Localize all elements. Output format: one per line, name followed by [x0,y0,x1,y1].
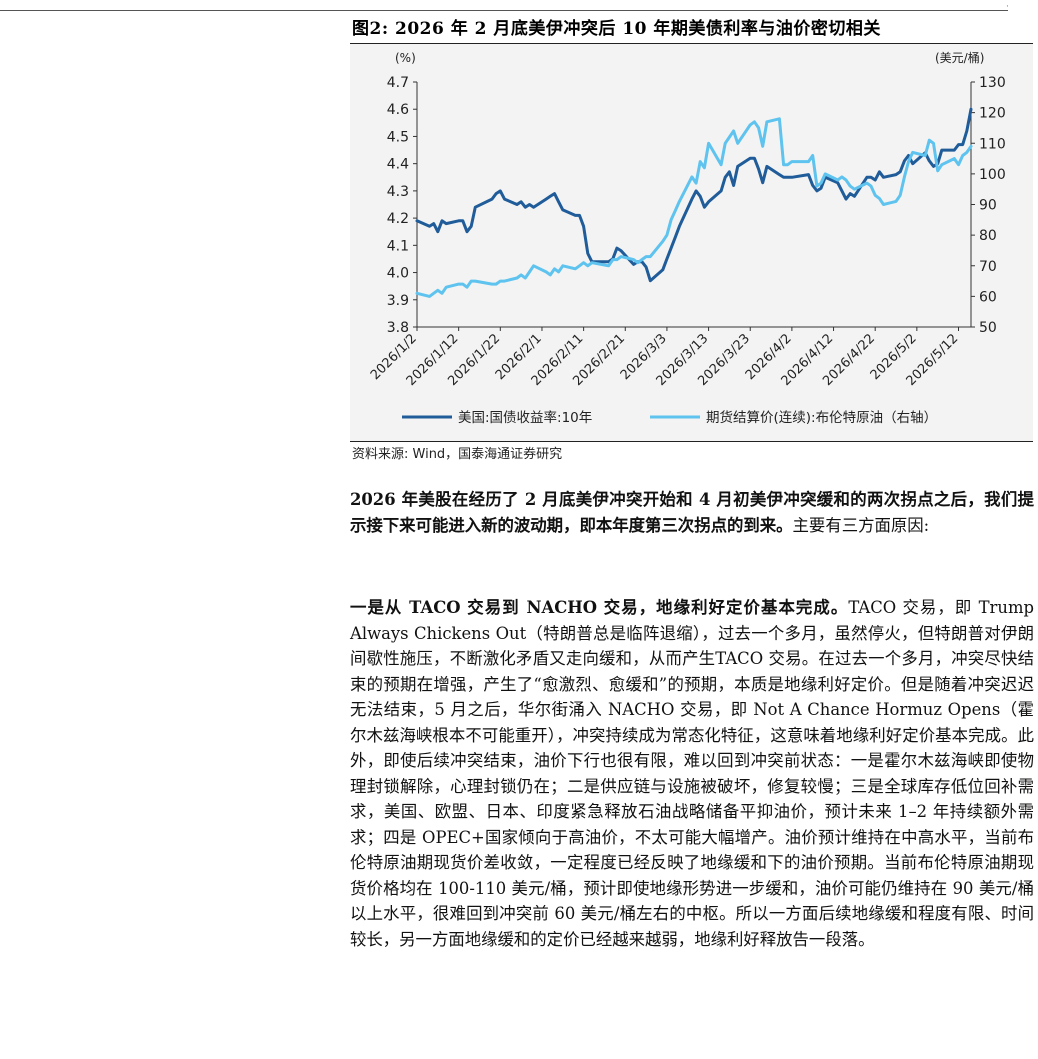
right-tick-label: 80 [979,228,997,244]
chart-axes: (%) (美元/桶) 3.8 3.9 4.0 4.1 4.2 4.3 4.4 4.5 4.6 4.7 5… [368,50,1006,389]
left-tick-label: 4.2 [387,211,409,227]
left-tick-label: 4.4 [387,157,409,173]
right-tick-label: 60 [979,289,997,305]
right-tick-label: 70 [979,259,997,275]
right-tick-label: 90 [979,198,997,214]
paragraph-point-one-rest: TACO 交易，即 Trump Always Chickens Out（特朗普总… [350,598,1034,949]
left-tick-label: 4.7 [387,75,409,91]
treasury-10y-yield-line [415,107,973,283]
paragraph-intro: 2026 年美股在经历了 2 月底美伊冲突开始和 4 月初美伊冲突缓和的两次拐点… [350,487,1034,538]
right-tick-label: 100 [979,167,1006,183]
chart-legend: 美国:国债收益率:10年 期货结算价(连续):布伦特原油（右轴） [402,409,937,426]
right-axis-unit-label: (美元/桶) [935,50,984,65]
left-tick-label: 4.5 [387,129,409,145]
right-tick-label: 110 [979,136,1006,152]
left-tick-label: 3.9 [387,293,409,309]
paragraph-point-one-lead: 一是从 TACO 交易到 NACHO 交易，地缘利好定价基本完成。 [350,598,849,617]
paragraph-intro-rest: 主要有三方面原因: [792,515,930,535]
source-rule [350,441,1033,442]
figure-title-rule [350,43,1033,44]
paragraph-intro-lead: 2026 年美股在经历了 2 月底美伊冲突开始和 4 月初美伊冲突缓和的两次拐点… [350,490,1034,535]
left-tick-label: 4.3 [387,184,409,200]
right-tick-label: 130 [979,75,1006,91]
paragraph-point-one: 一是从 TACO 交易到 NACHO 交易，地缘利好定价基本完成。TACO 交易… [350,595,1034,952]
left-tick-label: 4.1 [387,238,409,254]
brent-oil-price-line [415,117,973,298]
legend-label-brent: 期货结算价(连续):布伦特原油（右轴） [706,409,937,426]
corner-mark: · [1006,2,1009,12]
chart-panel: (%) (美元/桶) 3.8 3.9 4.0 4.1 4.2 4.3 4.4 4.5 4.6 4.7 5… [350,44,1033,441]
right-tick-label: 50 [979,320,997,336]
left-axis-unit-label: (%) [395,51,416,65]
chart-lines [415,107,973,298]
right-tick-label: 120 [979,106,1006,122]
figure-title: 图2: 2026 年 2 月底美伊冲突后 10 年期美债利率与油价密切相关 [352,19,881,39]
left-tick-label: 4.0 [387,266,409,282]
left-tick-label: 3.8 [387,320,409,336]
left-tick-label: 4.6 [387,102,409,118]
line-chart: (%) (美元/桶) 3.8 3.9 4.0 4.1 4.2 4.3 4.4 4.5 4.6 4.7 5… [368,50,1006,426]
legend-label-treasury: 美国:国债收益率:10年 [458,409,592,426]
figure-source: 资料来源: Wind，国泰海通证券研究 [352,447,563,462]
page-top-rule [0,10,1008,11]
